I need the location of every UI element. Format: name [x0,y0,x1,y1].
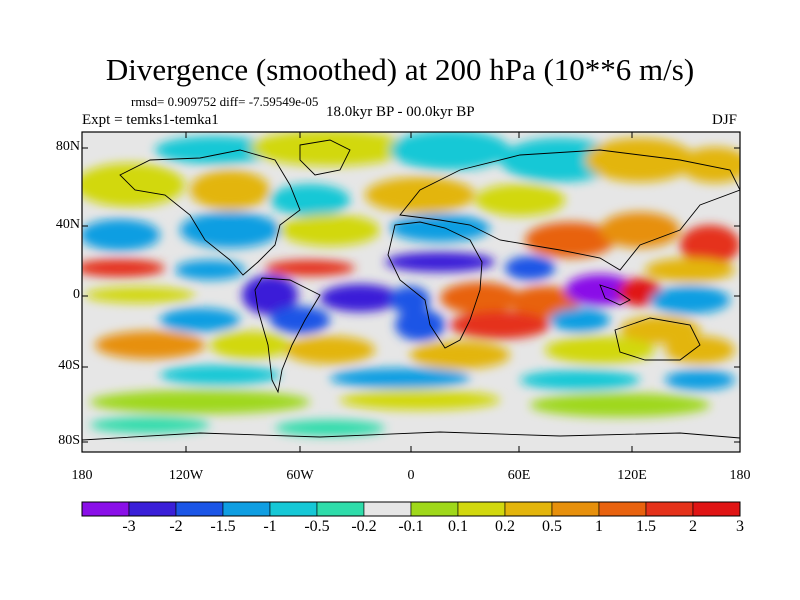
colorbar-frame [81,501,741,517]
colorbar-label: 3 [736,518,744,535]
colorbar-swatch [175,501,224,517]
lat-tick-label: 80S [58,433,80,448]
colorbar-label: 1.5 [636,518,656,535]
colorbar-swatch [645,501,694,517]
colorbar-label: 1 [595,518,603,535]
colorbar-swatch [692,501,741,517]
stats-text: rmsd= 0.909752 diff= -7.59549e-05 [131,94,319,109]
lat-tick-label: 0 [73,287,80,302]
lon-tick-label: 60W [286,468,314,483]
colorbar-label: -1 [263,518,277,535]
colorbar-label: 0.5 [542,518,562,535]
period-text: 18.0kyr BP - 00.0kyr BP [326,104,475,120]
coastlines [82,139,740,441]
experiment-text: Expt = temks1-temka1 [82,112,219,128]
lon-tick-label: 60E [507,468,531,483]
colorbar-swatch [222,501,271,517]
chart-title: Divergence (smoothed) at 200 hPa (10**6 … [105,52,695,87]
lat-tick-label: 80N [55,139,80,154]
colorbar [81,501,741,517]
colorbar-swatch [81,501,130,517]
colorbar-swatch [363,501,412,517]
divergence-field [82,132,740,436]
colorbar-swatch [128,501,177,517]
colorbar-swatch [410,501,459,517]
colorbar-label: -3 [122,518,136,535]
colorbar-label: -0.5 [304,518,330,535]
colorbar-label: -1.5 [210,518,236,535]
lat-tick-label: 40N [55,217,80,232]
lon-tick-label: 180 [71,468,93,483]
colorbar-label: -2 [169,518,183,535]
colorbar-swatch [316,501,365,517]
colorbar-swatch [504,501,553,517]
colorbar-swatch [551,501,600,517]
colorbar-label: -0.1 [398,518,424,535]
colorbar-label: 0.2 [495,518,515,535]
lat-tick-label: 40S [58,358,80,373]
lon-tick-label: 180 [729,468,751,483]
colorbar-label: 0.1 [448,518,468,535]
axis-ticks [81,132,741,452]
lon-tick-label: 120E [617,468,647,483]
colorbar-swatch [598,501,647,517]
colorbar-label: -0.2 [351,518,377,535]
season-text: DJF [712,112,738,128]
colorbar-swatch [269,501,318,517]
lon-tick-label: 0 [407,468,415,483]
lon-tick-label: 120W [168,468,204,483]
colorbar-label: 2 [689,518,697,535]
colorbar-swatch [457,501,506,517]
